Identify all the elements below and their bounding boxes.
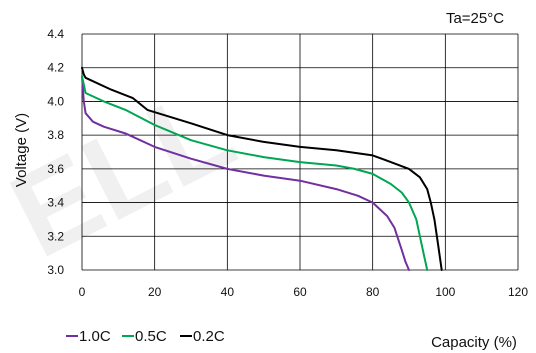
x-tick-label: 60 (293, 285, 307, 299)
x-tick-label: 80 (366, 285, 380, 299)
y-tick-label: 3.6 (47, 162, 64, 176)
y-tick-label: 3.0 (47, 263, 64, 277)
x-tick-label: 20 (148, 285, 162, 299)
x-tick-label: 120 (508, 285, 528, 299)
y-tick-label: 4.4 (47, 27, 64, 41)
x-tick-label: 100 (435, 285, 455, 299)
legend-label: 0.5C (135, 328, 167, 345)
series-line-0-5C (81, 75, 429, 271)
y-tick-labels: 3.0 3.2 3.4 3.6 3.8 4.0 4.2 4.4 (47, 27, 64, 277)
series-group (81, 66, 443, 271)
legend-label: 0.2C (193, 328, 225, 345)
x-tick-label: 0 (79, 285, 86, 299)
grid (81, 33, 519, 271)
series-line-1-0C (81, 75, 410, 271)
temperature-annotation: Ta=25°C (446, 10, 504, 27)
x-axis-title: Capacity (%) (431, 334, 517, 351)
y-tick-label: 3.4 (47, 196, 64, 210)
y-tick-label: 4.2 (47, 61, 64, 75)
x-tick-labels: 0 20 40 60 80 100 120 (79, 285, 529, 299)
x-tick-label: 40 (221, 285, 235, 299)
watermark: ELL (0, 61, 254, 283)
legend-label: 1.0C (79, 328, 111, 345)
legend: 1.0C 0.5C 0.2C (66, 328, 225, 345)
y-axis-title: Voltage (V) (13, 113, 30, 187)
y-tick-label: 3.2 (47, 229, 64, 243)
watermark-text: ELL (0, 61, 254, 283)
y-tick-label: 3.8 (47, 128, 64, 142)
y-tick-label: 4.0 (47, 94, 64, 108)
series-line-0-2C (81, 66, 443, 271)
